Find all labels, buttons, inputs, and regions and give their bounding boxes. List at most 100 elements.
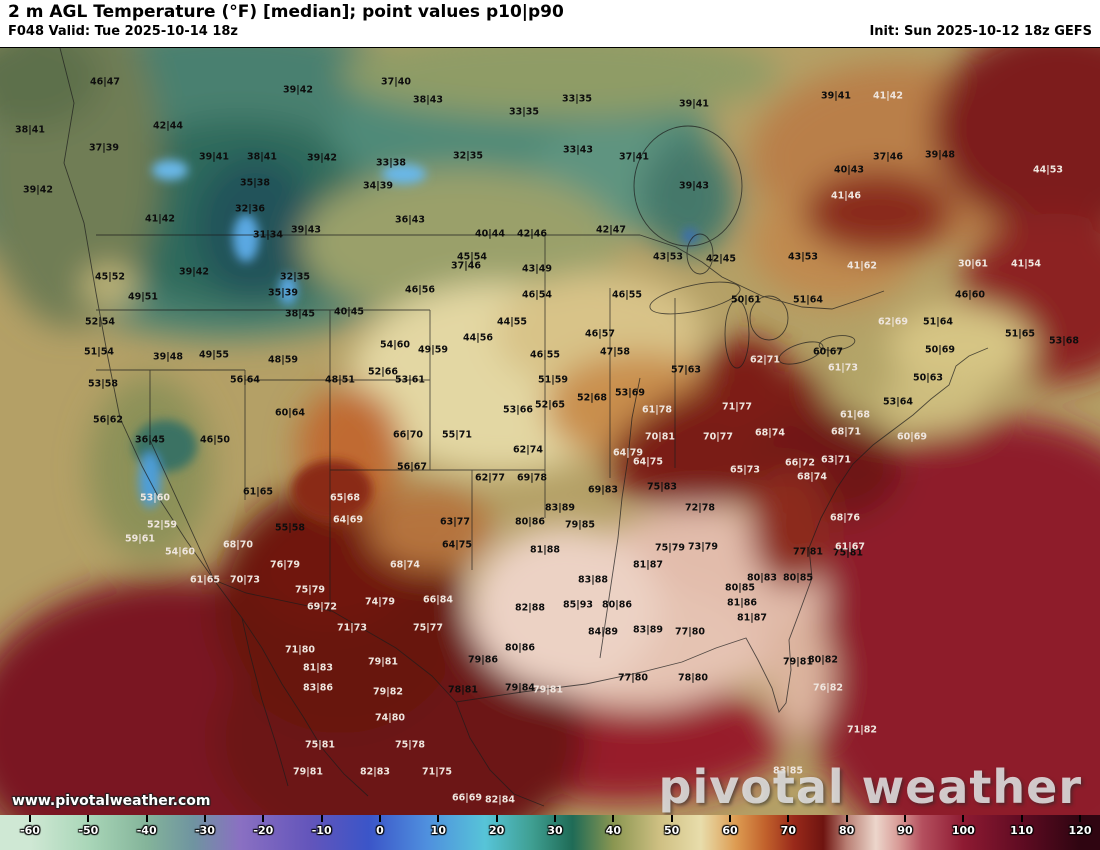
- point-value-label: 61|65: [190, 574, 220, 586]
- point-value-label: 44|55: [497, 316, 527, 328]
- point-value-label: 38|41: [15, 124, 45, 136]
- point-value-label: 75|83: [647, 481, 677, 493]
- point-value-label: 71|82: [847, 724, 877, 736]
- point-value-label: 73|79: [688, 541, 718, 553]
- point-value-label: 70|73: [230, 574, 260, 586]
- point-value-label: 46|50: [200, 434, 230, 446]
- point-value-label: 43|49: [522, 263, 552, 275]
- point-value-label: 65|73: [730, 464, 760, 476]
- point-value-label: 44|56: [463, 332, 493, 344]
- point-value-label: 60|64: [275, 407, 305, 419]
- colorbar-tickmark: [670, 815, 673, 822]
- point-value-label: 69|72: [307, 601, 337, 613]
- point-value-label: 53|66: [503, 404, 533, 416]
- point-value-label: 32|35: [453, 150, 483, 162]
- colorbar-tick-label: 0: [376, 824, 384, 837]
- colorbar-tick-label: 90: [897, 824, 913, 837]
- init-time-label: Init: Sun 2025-10-12 18z GEFS: [869, 24, 1092, 39]
- point-value-label: 37|41: [619, 151, 649, 163]
- point-value-label: 44|53: [1033, 164, 1063, 176]
- point-value-label: 56|64: [230, 374, 260, 386]
- point-value-label: 61|65: [243, 486, 273, 498]
- point-value-label: 46|56: [405, 284, 435, 296]
- point-value-label: 39|43: [291, 224, 321, 236]
- point-value-label: 52|66: [368, 366, 398, 378]
- point-value-label: 59|61: [125, 533, 155, 545]
- point-value-label: 41|46: [831, 190, 861, 202]
- point-value-label: 63|77: [440, 516, 470, 528]
- point-value-label: 37|46: [873, 151, 903, 163]
- point-value-label: 48|59: [268, 354, 298, 366]
- point-value-label: 74|79: [365, 596, 395, 608]
- point-value-label: 52|59: [147, 519, 177, 531]
- point-value-label: 75|77: [413, 622, 443, 634]
- map-canvas[interactable]: 46|47 39|42 37|40 38|43 33|35 33|35 39|41 39|41…: [0, 48, 1100, 815]
- point-value-label: 62|71: [750, 354, 780, 366]
- point-value-label: 80|86: [505, 642, 535, 654]
- point-value-label: 66|69: [452, 792, 482, 804]
- point-value-label: 65|68: [330, 492, 360, 504]
- point-value-label: 51|64: [793, 294, 823, 306]
- point-value-label: 50|61: [731, 294, 761, 306]
- point-value-label: 71|80: [285, 644, 315, 656]
- point-value-label: 75|81: [833, 547, 863, 559]
- point-value-label: 30|61: [958, 258, 988, 270]
- point-value-label: 53|68: [1049, 335, 1079, 347]
- point-value-label: 60|67: [813, 346, 843, 358]
- point-value-label: 61|78: [642, 404, 672, 416]
- point-value-label: 61|67: [835, 541, 865, 553]
- colorbar-tickmark: [87, 815, 90, 822]
- point-value-label: 39|42: [23, 184, 53, 196]
- colorbar-tickmark: [145, 815, 148, 822]
- point-value-label: 39|42: [307, 152, 337, 164]
- point-value-label: 83|85: [773, 765, 803, 777]
- point-value-label: 42|44: [153, 120, 183, 132]
- point-value-label: 61|68: [840, 409, 870, 421]
- point-value-label: 47|58: [600, 346, 630, 358]
- point-value-label: 38|43: [413, 94, 443, 106]
- colorbar-tickmark: [1079, 815, 1081, 822]
- point-value-label: 48|51: [325, 374, 355, 386]
- point-value-label: 68|76: [830, 512, 860, 524]
- point-value-label: 46|47: [90, 76, 120, 88]
- point-value-label: 33|43: [563, 144, 593, 156]
- point-value-label: 79|81: [783, 656, 813, 668]
- point-value-label: 77|80: [618, 672, 648, 684]
- colorbar-tick-label: 30: [547, 824, 563, 837]
- point-value-label: 79|81: [533, 684, 563, 696]
- point-value-label: 75|79: [655, 542, 685, 554]
- site-url-label: www.pivotalweather.com: [12, 793, 211, 809]
- point-value-label: 56|67: [397, 461, 427, 473]
- point-value-label: 40|43: [834, 164, 864, 176]
- colorbar-tick-label: 110: [1010, 824, 1034, 837]
- colorbar-tickmark: [962, 815, 965, 822]
- point-value-label: 62|77: [475, 472, 505, 484]
- point-value-label: 41|42: [873, 90, 903, 102]
- point-value-label: 53|64: [883, 396, 913, 408]
- point-value-label: 76|79: [270, 559, 300, 571]
- point-value-label: 49|55: [199, 349, 229, 361]
- point-value-label: 79|82: [373, 686, 403, 698]
- colorbar-tick-label: 60: [722, 824, 738, 837]
- point-value-label: 78|80: [678, 672, 708, 684]
- point-value-label: 55|58: [275, 522, 305, 534]
- point-value-label: 83|86: [303, 682, 333, 694]
- point-value-label: 81|86: [727, 597, 757, 609]
- point-value-label: 37|46: [451, 260, 481, 272]
- point-value-label: 81|87: [737, 612, 767, 624]
- point-value-label: 36|43: [395, 214, 425, 226]
- point-value-label: 63|71: [821, 454, 851, 466]
- point-value-label: 78|81: [448, 684, 478, 696]
- point-value-label: 53|61: [395, 374, 425, 386]
- colorbar-tickmark: [29, 815, 31, 822]
- point-value-label: 31|34: [253, 229, 283, 241]
- point-value-label: 39|41: [199, 151, 229, 163]
- point-value-label: 68|74: [797, 471, 827, 483]
- point-value-label: 43|53: [788, 251, 818, 263]
- point-value-label: 52|65: [535, 399, 565, 411]
- colorbar-tick-label: 80: [839, 824, 855, 837]
- point-value-label: 53|60: [140, 492, 170, 504]
- point-value-label: 46|57: [585, 328, 615, 340]
- point-value-label: 51|59: [538, 374, 568, 386]
- point-value-label: 80|83: [747, 572, 777, 584]
